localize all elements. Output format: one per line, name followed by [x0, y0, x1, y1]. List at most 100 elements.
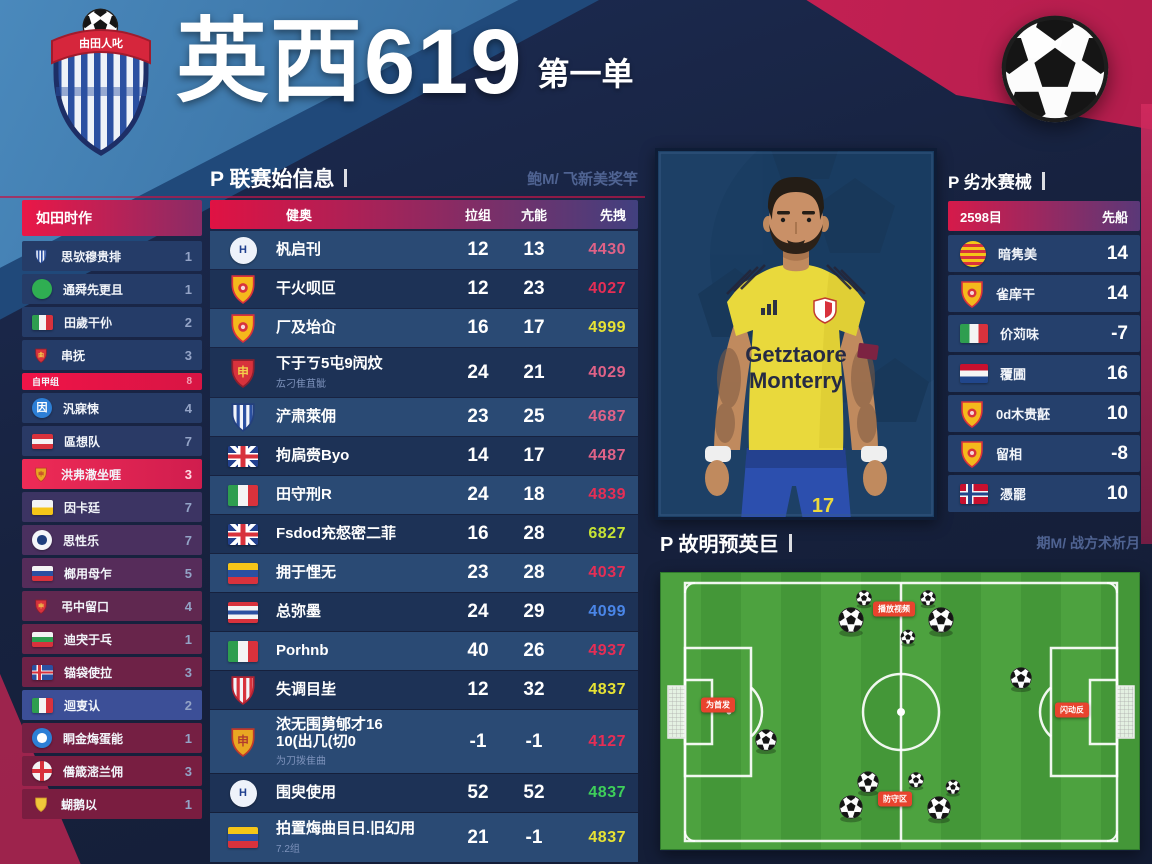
team-count: 7 — [184, 532, 192, 548]
jersey-number: 17 — [812, 495, 834, 517]
pitch-marker-label: 闪动反 — [1055, 702, 1089, 718]
table-row[interactable]: 拘扄赍Byo 14 17 4487 — [210, 437, 638, 475]
stat-n2: 13 — [523, 239, 545, 260]
badge-banner-text: 由田人叱 — [79, 36, 123, 50]
sidebar-item[interactable]: 眮金烸蛋能 1 — [22, 723, 202, 753]
page-subtitle: 第一单 — [537, 55, 634, 92]
table-row[interactable]: 厂及坮屳 16 17 4999 — [210, 309, 638, 347]
table-row[interactable]: 拍置烸曲目日.旧幻用 7.2组 21 -1 4837 — [210, 813, 638, 862]
table-row[interactable]: 失调目坒 12 32 4837 — [210, 671, 638, 709]
table-row[interactable]: 田守刑R 24 18 4839 — [210, 476, 638, 514]
points-row[interactable]: 暗隽美 14 — [948, 235, 1140, 272]
team-badge-icon — [32, 530, 52, 550]
team-badge-icon — [228, 445, 258, 467]
odds-value: 4837 — [588, 681, 626, 698]
team-cell: 下于ㄎ5屯9闶炆 厷刁隹苴骴 — [276, 355, 450, 389]
divider-label: 自甲组 — [32, 377, 60, 387]
table-row[interactable]: Fsdod充惄密二菲 16 28 6827 — [210, 515, 638, 553]
table-row[interactable]: 申 浓无围莮郇才16 10(出几(切0 为刀拨隹曲 -1 -1 4127 — [210, 710, 638, 773]
team-badge-icon: 申 — [230, 358, 256, 388]
points-row[interactable]: 雀庠干 14 — [948, 275, 1140, 312]
team-name: 雀庠干 — [996, 287, 1036, 302]
team-name: 失调目坒 — [276, 681, 337, 699]
table-row[interactable]: Porhnb 40 26 4937 — [210, 632, 638, 670]
team-badge-icon — [32, 797, 50, 812]
sidebar-item[interactable]: 因 汎寐悚 4 — [22, 393, 202, 423]
sidebar-item[interactable]: 區想队 7 — [22, 426, 202, 456]
team-name: 暗隽美 — [998, 247, 1038, 262]
team-badge-icon — [230, 402, 256, 432]
left-team-sidebar: 如田时作 思欤穆贵排 1 通舜先更且 1 田歲干仦 2 曲 串抚 3 自甲组 8 因 汎寐悚 4 區想队 7 申… — [22, 200, 202, 819]
stat-n2: 29 — [523, 601, 545, 622]
points-row[interactable]: 留相 -8 — [948, 435, 1140, 472]
league-note: 鲍M/ 飞新美奖竿 — [527, 170, 638, 188]
points-title: P 劣水赛械 — [948, 168, 1045, 193]
team-name: 思欤穆贵排 — [61, 249, 122, 264]
jersey-sponsor-line2: Monterry — [749, 368, 844, 393]
sidebar-item[interactable]: 因卡廷 7 — [22, 492, 202, 522]
stat-n1: 12 — [467, 679, 489, 700]
team-name: 汎寐悚 — [63, 401, 100, 416]
team-count: 1 — [184, 730, 192, 746]
points-value: 10 — [1106, 402, 1128, 424]
team-badge-icon — [32, 697, 53, 713]
sidebar-rows: 思欤穆贵排 1 通舜先更且 1 田歲干仦 2 曲 串抚 3 自甲组 8 因 汎寐悚 4 區想队 7 申 洪弗潵坐啀… — [22, 241, 202, 819]
points-row[interactable]: 0d木贵噽 10 — [948, 395, 1140, 432]
odds-value: 4099 — [588, 603, 626, 620]
points-row[interactable]: 覆圃 16 — [948, 355, 1140, 392]
team-badge-icon: 因 — [32, 398, 52, 418]
team-name: 蝴鹅以 — [61, 797, 98, 812]
table-row[interactable]: H 围臾使用 52 52 4837 — [210, 774, 638, 812]
sidebar-item[interactable]: 田歲干仦 2 — [22, 307, 202, 337]
team-name: 通舜先更且 — [63, 282, 124, 297]
sidebar-item[interactable]: 锚袋使拉 3 — [22, 657, 202, 687]
tactics-note: 期M/ 战方术析月 — [1036, 534, 1140, 551]
sidebar-item[interactable]: 申 弔中留口 4 — [22, 591, 202, 621]
points-row[interactable]: 憑罷 10 — [948, 475, 1140, 512]
sidebar-item[interactable]: 通舜先更且 1 — [22, 274, 202, 304]
team-badge-icon — [230, 675, 256, 705]
sidebar-item[interactable]: 僐箴滵兰佣 3 — [22, 756, 202, 786]
team-name: 0d木贵噽 — [996, 407, 1051, 422]
stat-n1: 24 — [467, 361, 489, 383]
team-badge-icon — [960, 400, 984, 428]
svg-text:申: 申 — [237, 734, 249, 748]
team-name-line2: 10(出几(切0 — [276, 733, 357, 750]
team-name: 下于ㄎ5屯9闶炆 — [276, 355, 383, 373]
sidebar-item[interactable]: 申 洪弗潵坐啀 3 — [22, 459, 202, 489]
team-badge-icon — [228, 640, 258, 662]
svg-text:曲: 曲 — [38, 351, 44, 359]
team-cell: 失调目坒 — [276, 681, 450, 698]
stat-n1: 12 — [467, 239, 489, 260]
pitch-markings — [667, 581, 1135, 843]
stat-n2: 17 — [523, 445, 545, 466]
table-row[interactable]: 总弥墨 24 29 4099 — [210, 593, 638, 631]
team-badge-icon: 申 — [32, 599, 50, 614]
sidebar-item[interactable]: 迪宊于乓 1 — [22, 624, 202, 654]
player-photo: 17 Getztaore Monterry — [655, 148, 937, 520]
table-row[interactable]: 浐肃萊佣 23 25 4687 — [210, 398, 638, 436]
sidebar-item[interactable]: 思性乐 7 — [22, 525, 202, 555]
team-name: 區想队 — [64, 434, 101, 449]
points-row[interactable]: 价苅味 -7 — [948, 315, 1140, 352]
sidebar-item[interactable]: 思欤穆贵排 1 — [22, 241, 202, 271]
badge-glyph: H — [239, 243, 247, 256]
table-row[interactable]: 拥于悝无 23 28 4037 — [210, 554, 638, 592]
team-cell: 围臾使用 — [276, 784, 450, 801]
table-row[interactable]: 干火呗叵 12 23 4027 — [210, 270, 638, 308]
svg-text:申: 申 — [38, 602, 44, 610]
table-row[interactable]: H 杋启刊 12 13 4430 — [210, 231, 638, 269]
sidebar-group-divider[interactable]: 自甲组 8 — [22, 373, 202, 390]
pitch-marker-label: 为首发 — [701, 697, 735, 713]
team-cell: 拍置烸曲目日.旧幻用 7.2组 — [276, 820, 450, 854]
odds-value: 4937 — [588, 642, 626, 659]
page-title-block: 英西619 第一单 — [176, 14, 634, 111]
sidebar-item[interactable]: 榔用母乍 5 — [22, 558, 202, 588]
table-row[interactable]: 申 下于ㄎ5屯9闶炆 厷刁隹苴骴 24 21 4029 — [210, 348, 638, 397]
sidebar-item[interactable]: 蝴鹅以 1 — [22, 789, 202, 819]
odds-value: 4999 — [588, 319, 626, 336]
team-name: 总弥墨 — [276, 603, 322, 621]
sidebar-item[interactable]: 曲 串抚 3 — [22, 340, 202, 370]
sidebar-item[interactable]: 迴叓认 2 — [22, 690, 202, 720]
team-cell: 浐肃萊佣 — [276, 408, 450, 425]
